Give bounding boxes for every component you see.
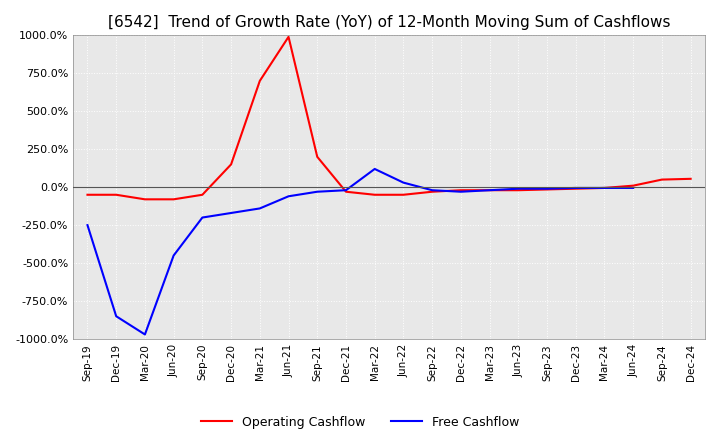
Free Cashflow	[227, 210, 235, 216]
Operating Cashflow	[313, 154, 322, 159]
Free Cashflow	[198, 215, 207, 220]
Free Cashflow	[543, 186, 552, 191]
Free Cashflow	[370, 166, 379, 172]
Operating Cashflow	[456, 187, 465, 193]
Free Cashflow	[456, 189, 465, 194]
Operating Cashflow	[428, 189, 436, 194]
Operating Cashflow	[112, 192, 120, 198]
Operating Cashflow	[600, 185, 609, 191]
Operating Cashflow	[485, 187, 494, 193]
Operating Cashflow	[256, 78, 264, 84]
Free Cashflow	[428, 187, 436, 193]
Operating Cashflow	[140, 197, 149, 202]
Operating Cashflow	[657, 177, 666, 182]
Line: Operating Cashflow: Operating Cashflow	[87, 37, 690, 199]
Operating Cashflow	[686, 176, 695, 181]
Free Cashflow	[256, 206, 264, 211]
Free Cashflow	[83, 223, 91, 228]
Operating Cashflow	[83, 192, 91, 198]
Title: [6542]  Trend of Growth Rate (YoY) of 12-Month Moving Sum of Cashflows: [6542] Trend of Growth Rate (YoY) of 12-…	[108, 15, 670, 30]
Operating Cashflow	[543, 187, 552, 192]
Free Cashflow	[514, 186, 523, 191]
Free Cashflow	[313, 189, 322, 194]
Operating Cashflow	[370, 192, 379, 198]
Operating Cashflow	[629, 183, 637, 188]
Operating Cashflow	[342, 189, 351, 194]
Operating Cashflow	[284, 34, 293, 40]
Legend: Operating Cashflow, Free Cashflow: Operating Cashflow, Free Cashflow	[196, 411, 524, 434]
Free Cashflow	[140, 332, 149, 337]
Line: Free Cashflow: Free Cashflow	[87, 169, 633, 334]
Operating Cashflow	[169, 197, 178, 202]
Free Cashflow	[572, 185, 580, 191]
Operating Cashflow	[399, 192, 408, 198]
Operating Cashflow	[572, 186, 580, 191]
Free Cashflow	[169, 253, 178, 258]
Operating Cashflow	[227, 162, 235, 167]
Operating Cashflow	[198, 192, 207, 198]
Operating Cashflow	[514, 187, 523, 193]
Free Cashflow	[284, 194, 293, 199]
Free Cashflow	[342, 187, 351, 193]
Free Cashflow	[600, 185, 609, 191]
Free Cashflow	[399, 180, 408, 185]
Free Cashflow	[485, 187, 494, 193]
Free Cashflow	[112, 314, 120, 319]
Free Cashflow	[629, 185, 637, 191]
